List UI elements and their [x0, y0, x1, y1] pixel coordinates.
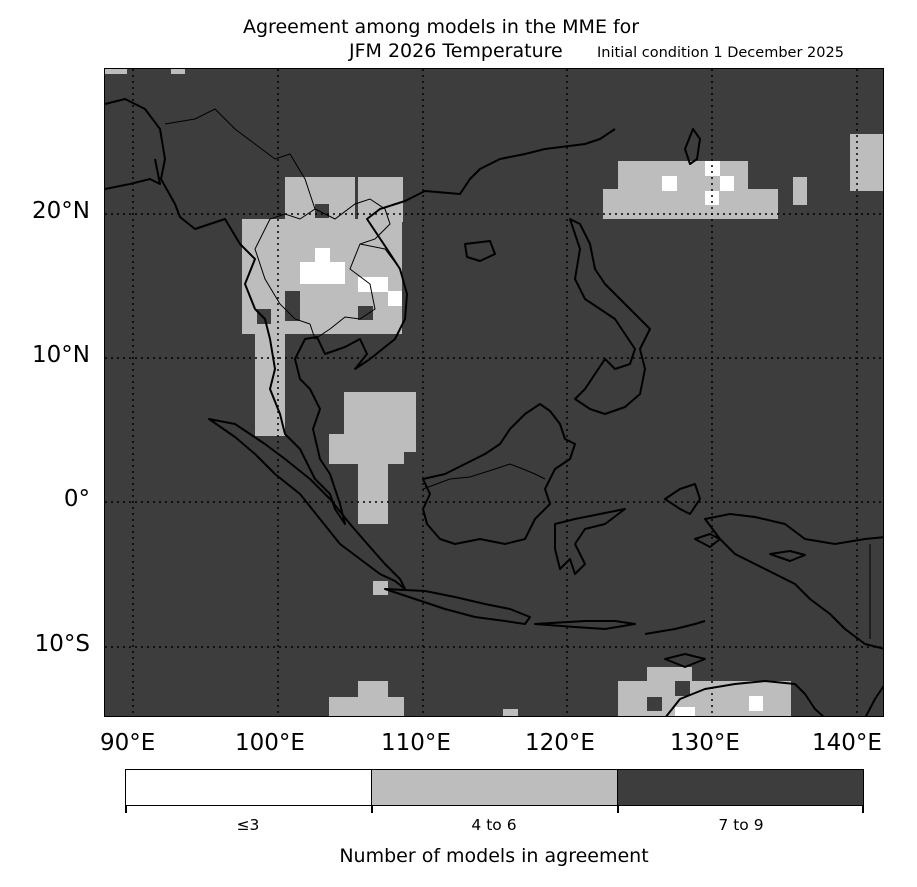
colorbar-swatch-mid	[371, 770, 617, 805]
map-svg	[105, 69, 883, 716]
map-panel	[104, 68, 884, 717]
colorbar-tick	[371, 806, 373, 813]
colorbar-title: Number of models in agreement	[339, 845, 649, 867]
colorbar-label-low: ≤3	[236, 816, 260, 834]
country-borders	[164, 108, 871, 639]
colorbar-swatch-low	[126, 770, 371, 805]
lat-label-20n: 20°N	[32, 198, 90, 224]
lat-label-0: 0°	[63, 486, 90, 512]
lon-label-120e: 120°E	[525, 730, 595, 756]
lon-label-100e: 100°E	[235, 730, 305, 756]
map-title-line2: JFM 2026 Temperature	[349, 40, 563, 62]
colorbar-tick	[862, 806, 864, 813]
colorbar-tick	[125, 806, 127, 813]
colorbar-label-high: 7 to 9	[718, 816, 764, 834]
lat-label-10s: 10°S	[34, 631, 90, 657]
colorbar-swatch-high	[617, 770, 863, 805]
lon-label-140e: 140°E	[812, 730, 882, 756]
initial-condition-label: Initial condition 1 December 2025	[597, 45, 844, 61]
colorbar-tick	[617, 806, 619, 813]
lon-label-90e: 90°E	[100, 730, 156, 756]
lat-label-10n: 10°N	[32, 342, 90, 368]
lon-label-110e: 110°E	[381, 730, 451, 756]
lon-label-130e: 130°E	[670, 730, 740, 756]
agreement-shading	[105, 69, 883, 716]
colorbar-label-mid: 4 to 6	[471, 816, 517, 834]
colorbar	[125, 769, 864, 806]
graticule	[105, 69, 883, 716]
map-title-line1: Agreement among models in the MME for	[243, 16, 640, 38]
coastlines	[105, 98, 883, 716]
